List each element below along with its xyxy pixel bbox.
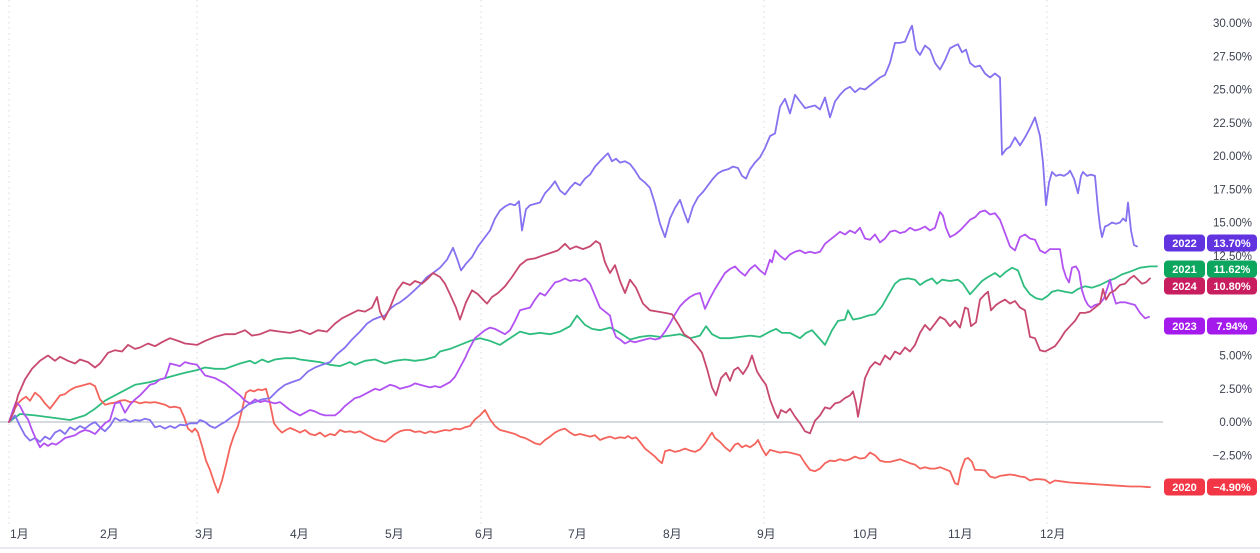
y-axis-tick-label: 0.00%	[1219, 417, 1252, 429]
y-axis-tick-label: 20.00%	[1213, 151, 1252, 163]
y-axis-tick-label: 12.50%	[1213, 251, 1252, 263]
series-line-2022[interactable]	[8, 24, 1138, 443]
series-line-2023[interactable]	[8, 209, 1150, 449]
year-badge-label: 2022	[1172, 238, 1196, 250]
series-lines	[8, 24, 1158, 494]
y-axis-tick-label: 22.50%	[1213, 118, 1252, 130]
value-badge-label: −4.90%	[1213, 482, 1251, 494]
value-badge-label: 11.62%	[1214, 264, 1251, 276]
value-badge-2021	[1207, 260, 1257, 278]
series-line-2024[interactable]	[8, 240, 1151, 435]
x-axis-month-label: 11月	[948, 527, 972, 541]
year-badge-2024	[1164, 277, 1205, 295]
value-badge-label: 13.70%	[1213, 238, 1251, 250]
year-badge-2021	[1164, 260, 1205, 278]
x-axis-month-label: 9月	[757, 527, 776, 541]
value-badge-2024	[1207, 277, 1257, 295]
y-axis-tick-label: 2.50%	[1219, 384, 1252, 396]
year-badge-label: 2023	[1172, 321, 1196, 333]
x-axis-month-label: 4月	[290, 527, 309, 541]
x-axis-month-label: 6月	[475, 527, 494, 541]
x-axis-labels[interactable]: 1月 2月 3月 4月 5月 6月 7月 8月 9月 10月 11月 12月	[10, 527, 1065, 541]
series-line-2021[interactable]	[8, 265, 1158, 423]
y-axis-tick-label: 25.00%	[1213, 85, 1252, 97]
value-badge-2022	[1207, 234, 1257, 252]
y-axis-tick-label: 17.50%	[1213, 184, 1252, 196]
x-axis-month-label: 12月	[1040, 527, 1065, 541]
x-axis-month-label: 5月	[385, 527, 404, 541]
y-axis-tick-label: 15.00%	[1213, 218, 1252, 230]
series-line-2020[interactable]	[8, 382, 1151, 494]
y-axis-tick-label: 5.00%	[1219, 351, 1252, 363]
value-badge-label: 7.94%	[1216, 321, 1247, 333]
y-axis-tick-label: −2.50%	[1213, 450, 1252, 462]
x-axis-month-label: 8月	[663, 527, 682, 541]
year-badge-label: 2024	[1172, 281, 1197, 293]
year-badge-label: 2021	[1172, 264, 1196, 276]
value-badge-2023	[1207, 317, 1257, 335]
year-badge-label: 2020	[1172, 482, 1196, 494]
year-badge-2023	[1164, 317, 1205, 335]
x-axis-month-label: 1月	[10, 527, 29, 541]
x-axis-month-label: 2月	[100, 527, 119, 541]
x-axis-month-label: 7月	[568, 527, 587, 541]
series-value-badges: 2022 13.70% 2021 11.62% 2024 10.80% 2023 7.94% 2…	[1164, 234, 1257, 496]
y-axis-tick-label: 30.00%	[1213, 18, 1252, 30]
year-badge-2022	[1164, 234, 1205, 252]
value-badge-2020	[1207, 478, 1257, 496]
year-badge-2020	[1164, 478, 1205, 496]
x-axis-month-label: 10月	[853, 527, 878, 541]
x-axis-month-label: 3月	[195, 527, 214, 541]
value-badge-label: 10.80%	[1213, 281, 1251, 293]
y-axis-tick-label: 27.50%	[1213, 51, 1252, 63]
y-axis-labels[interactable]: 30.00% 27.50% 25.00% 22.50% 20.00% 17.50% 15.0…	[1213, 18, 1252, 496]
